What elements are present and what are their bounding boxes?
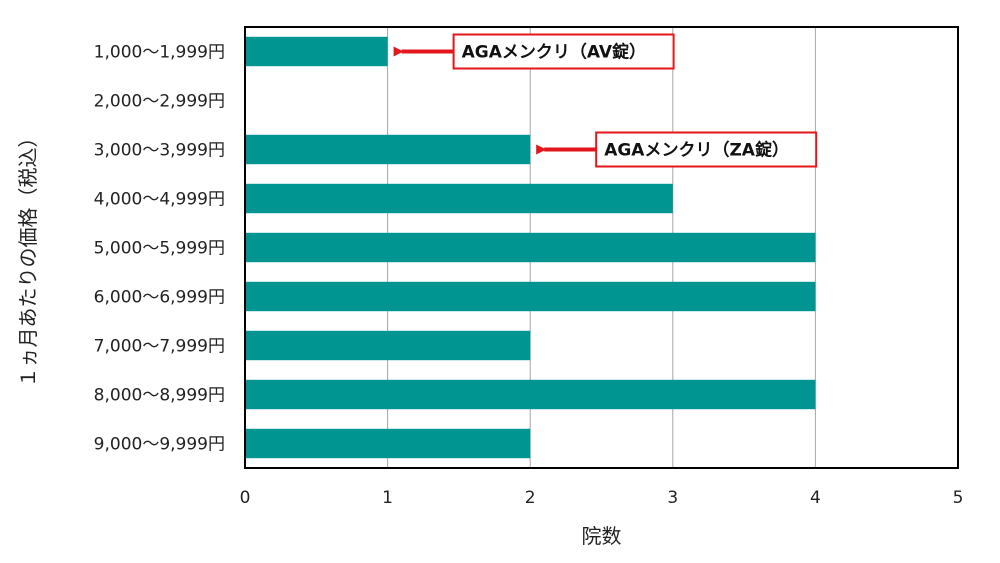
y-tick-label: 8,000～8,999円	[94, 386, 225, 406]
bar	[245, 36, 388, 67]
x-tick-label: 3	[667, 488, 678, 508]
y-tick-label: 1,000～1,999円	[94, 43, 225, 63]
y-tick-label: 5,000～5,999円	[94, 239, 225, 259]
bar	[245, 428, 531, 459]
y-tick-label: 3,000～3,999円	[94, 141, 225, 161]
bar	[245, 134, 531, 165]
annotation: AGAメンクリ（ZA錠）	[536, 131, 818, 168]
y-tick-label: 2,000～2,999円	[94, 92, 225, 112]
bar	[245, 232, 816, 263]
annotations: AGAメンクリ（AV錠） AGAメンクリ（ZA錠）	[393, 33, 818, 168]
y-tick-label: 9,000～9,999円	[94, 435, 225, 455]
y-tick-label: 6,000～6,999円	[94, 288, 225, 308]
annotation: AGAメンクリ（AV錠）	[393, 33, 675, 70]
x-tick-label: 2	[525, 488, 536, 508]
annotation-label: AGAメンクリ（AV錠）	[462, 42, 646, 63]
y-tick-label: 7,000～7,999円	[94, 337, 225, 357]
annotation-box	[595, 131, 818, 168]
annotation-label: AGAメンクリ（ZA錠）	[604, 140, 789, 161]
bar	[245, 330, 531, 361]
annotation-box	[452, 33, 675, 70]
y-tick-labels: 1,000～1,999円 2,000～2,999円 3,000～3,999円 4,00…	[94, 43, 225, 455]
y-tick-label: 4,000～4,999円	[94, 190, 225, 210]
y-axis-title: １ヵ月あたりの価格（税込）	[16, 128, 40, 388]
bars	[245, 36, 816, 459]
x-axis-title: 院数	[582, 524, 622, 548]
bar	[245, 281, 816, 312]
x-tick-label: 1	[382, 488, 393, 508]
x-tick-label: 4	[810, 488, 821, 508]
bar	[245, 379, 816, 410]
plot-frame	[244, 26, 959, 469]
x-tick-label: 0	[240, 488, 251, 508]
x-tick-label: 5	[953, 488, 964, 508]
bar	[245, 183, 673, 214]
x-tick-labels: 0 1 2 3 4 5	[240, 488, 964, 508]
